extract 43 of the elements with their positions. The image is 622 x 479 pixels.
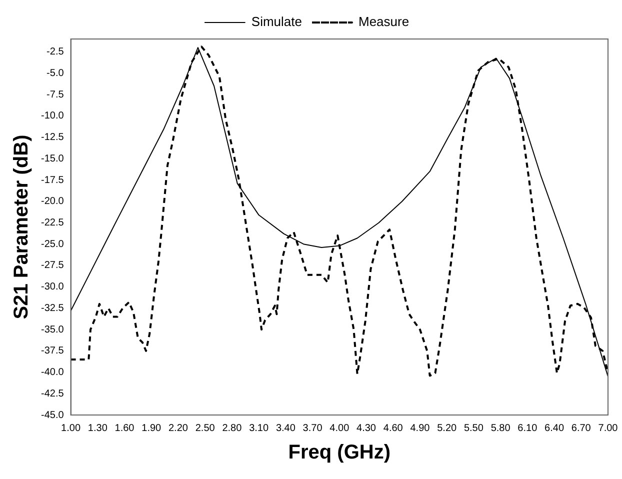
- x-tick-label: 6.40: [544, 422, 564, 434]
- x-tick-label: 2.80: [222, 422, 242, 434]
- x-tick-label: 4.60: [383, 422, 404, 434]
- y-tick-label: -17.5: [40, 174, 64, 186]
- y-tick-label: -2.5: [46, 46, 64, 58]
- y-tick-label: -40.0: [40, 367, 64, 378]
- y-tick-label: -32.5: [40, 302, 64, 314]
- y-tick-label: -7.5: [46, 89, 64, 100]
- x-tick-label: 7.00: [598, 422, 618, 434]
- x-tick-label: 3.40: [276, 422, 296, 434]
- x-axis-title: Freq (GHz): [288, 442, 391, 464]
- x-tick-label: 2.50: [195, 422, 216, 434]
- legend-label: Simulate: [251, 14, 302, 30]
- x-tick-label: 5.50: [464, 422, 484, 434]
- x-tick-label: 4.90: [410, 422, 430, 434]
- x-tick-label: 5.80: [490, 422, 511, 434]
- x-tick-label: 6.70: [571, 422, 592, 434]
- y-tick-label: -30.0: [40, 282, 64, 293]
- y-tick-label: -37.5: [40, 346, 64, 357]
- y-tick-label: -10.0: [40, 110, 64, 122]
- x-tick-label: 1.00: [61, 422, 81, 434]
- x-tick-label: 3.10: [249, 422, 269, 434]
- y-tick-label: -25.0: [40, 238, 64, 250]
- x-tick-label: 1.30: [88, 422, 108, 434]
- x-tick-label: 1.60: [114, 422, 135, 434]
- y-tick-label: -45.0: [40, 410, 64, 421]
- legend-label: Measure: [358, 14, 410, 30]
- x-tick-label: 1.90: [142, 422, 162, 434]
- y-tick-label: -27.5: [40, 260, 64, 272]
- y-axis-title: S21 Parameter (dB): [10, 134, 33, 320]
- x-tick-label: 3.70: [302, 422, 323, 434]
- y-tick-label: -35.0: [40, 324, 64, 336]
- y-tick-label: -5.0: [46, 68, 64, 79]
- y-tick-label: -22.5: [40, 217, 64, 228]
- x-tick-label: 6.10: [518, 422, 538, 434]
- x-tick-label: 4.30: [356, 422, 376, 434]
- x-tick-label: 2.20: [168, 422, 188, 434]
- x-tick-label: 4.00: [330, 422, 350, 434]
- x-tick-label: 5.20: [437, 422, 458, 434]
- y-tick-label: -20.0: [40, 196, 64, 208]
- y-tick-label: -42.5: [40, 388, 64, 400]
- y-tick-label: -15.0: [40, 153, 64, 164]
- y-tick-label: -12.5: [40, 132, 64, 144]
